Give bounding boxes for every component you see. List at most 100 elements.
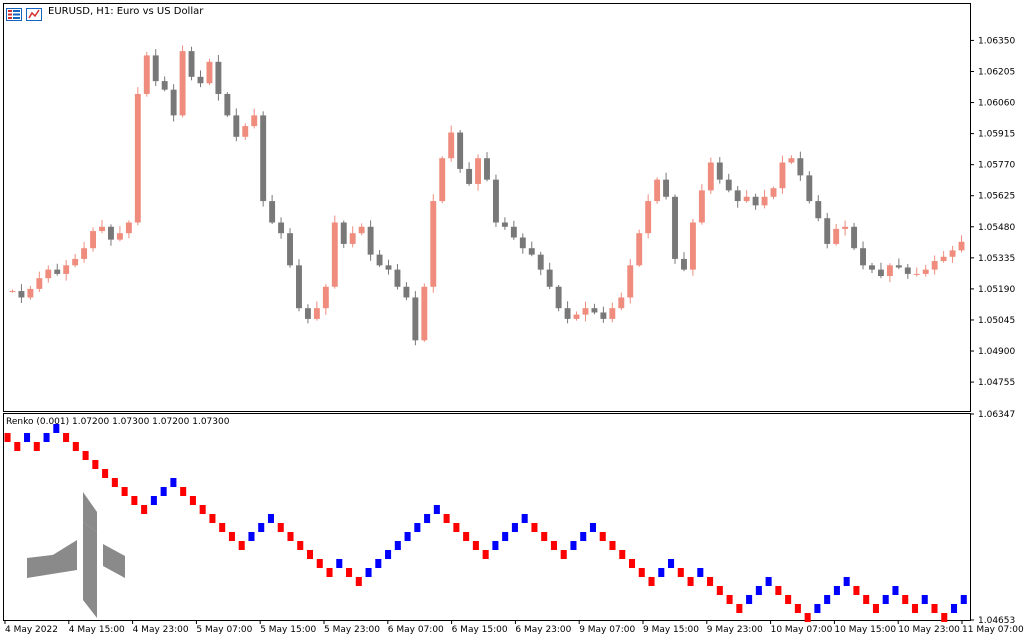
- bull-candle: [9, 291, 16, 293]
- renko-down-brick: [346, 568, 353, 577]
- renko-up-brick: [658, 568, 665, 577]
- renko-down-brick: [609, 541, 616, 550]
- y-tick-label: 1.05625: [978, 192, 1015, 202]
- renko-up-brick: [150, 496, 157, 505]
- renko-down-brick: [619, 550, 626, 559]
- bull-candle: [636, 233, 643, 266]
- bear-candle: [108, 226, 114, 240]
- bull-candle: [618, 297, 625, 309]
- renko-down-brick: [736, 604, 743, 613]
- renko-down-brick: [443, 514, 450, 523]
- renko-down-brick: [804, 613, 811, 622]
- renko-down-brick: [863, 595, 870, 604]
- bull-candle: [81, 248, 88, 259]
- renko-down-brick: [306, 550, 314, 559]
- renko-down-brick: [316, 559, 323, 568]
- renko-up-brick: [882, 595, 889, 604]
- bear-candle: [591, 308, 598, 313]
- renko-up-brick: [950, 604, 958, 613]
- renko-up-brick: [833, 586, 840, 595]
- chart-type-icon[interactable]: [26, 6, 42, 25]
- renko-up-brick: [433, 505, 440, 514]
- y-tick-label: 1.04900: [978, 347, 1015, 357]
- renko-down-brick: [92, 460, 99, 469]
- bear-candle: [904, 267, 911, 274]
- bear-candle: [170, 89, 177, 116]
- bear-candle: [681, 258, 687, 270]
- renko-down-brick: [199, 505, 206, 514]
- y-tick-label: 1.05190: [978, 285, 1015, 295]
- renko-down-brick: [326, 568, 333, 577]
- bull-candle: [45, 269, 52, 279]
- bull-candle: [430, 201, 437, 287]
- bear-candle: [54, 269, 61, 274]
- chart-title: EURUSD, H1: Euro vs US Dollar: [48, 6, 204, 17]
- bear-candle: [528, 248, 535, 255]
- bull-candle: [609, 308, 616, 319]
- bear-candle: [385, 265, 392, 270]
- bear-candle: [537, 254, 544, 270]
- renko-down-brick: [277, 523, 284, 532]
- bear-candle: [224, 93, 231, 116]
- bear-candle: [457, 132, 464, 169]
- renko-up-brick: [814, 604, 821, 613]
- bear-candle: [797, 158, 804, 176]
- renko-up-brick: [921, 595, 928, 604]
- renko-down-brick: [189, 496, 196, 505]
- renko-up-brick: [385, 550, 392, 559]
- list-icon[interactable]: [6, 6, 22, 25]
- y-tick-label: 1.05335: [978, 254, 1015, 264]
- bear-candle: [895, 265, 902, 268]
- renko-up-brick: [336, 559, 343, 568]
- x-tick-label: 6 May 23:00: [515, 625, 571, 635]
- bear-candle: [484, 158, 490, 180]
- renko-down-brick: [931, 604, 938, 613]
- bull-candle: [689, 222, 696, 270]
- bear-candle: [287, 233, 293, 266]
- main-chart-frame: [3, 3, 971, 412]
- x-tick-label: 11 May 07:00: [962, 625, 1024, 635]
- bear-candle: [394, 269, 401, 287]
- renko-down-brick: [72, 442, 79, 451]
- renko-down-brick: [541, 532, 548, 541]
- renko-up-brick: [160, 487, 167, 496]
- renko-down-brick: [238, 541, 245, 550]
- bull-candle: [573, 314, 580, 319]
- renko-up-brick: [267, 514, 275, 523]
- bear-candle: [600, 312, 607, 319]
- renko-up-brick: [668, 559, 675, 568]
- x-tick-label: 9 May 23:00: [707, 625, 763, 635]
- y-tick-label: 1.04755: [978, 378, 1015, 388]
- renko-down-brick: [287, 532, 294, 541]
- renko-up-brick: [570, 541, 577, 550]
- bull-candle: [913, 273, 920, 275]
- bull-candle: [206, 61, 213, 84]
- bull-candle: [358, 226, 365, 234]
- renko-down-brick: [853, 586, 860, 595]
- renko-y-tick-label: 1.04653: [978, 616, 1015, 626]
- y-tick-label: 1.06350: [978, 36, 1015, 46]
- renko-down-brick: [560, 550, 567, 559]
- bear-candle: [725, 179, 732, 191]
- bear-candle: [824, 218, 831, 244]
- x-tick-label: 9 May 07:00: [579, 625, 635, 635]
- bull-candle: [931, 261, 938, 270]
- x-tick-label: 5 May 15:00: [260, 625, 316, 635]
- y-tick-label: 1.05045: [978, 316, 1015, 326]
- renko-down-brick: [638, 568, 645, 577]
- renko-up-brick: [248, 532, 255, 541]
- bull-candle: [788, 158, 795, 163]
- renko-chart-frame: [3, 413, 971, 621]
- renko-down-brick: [785, 595, 792, 604]
- bear-candle: [716, 162, 723, 180]
- toolbar-icons: [6, 6, 42, 25]
- renko-up-brick: [424, 514, 431, 523]
- brand-logo: [27, 492, 125, 618]
- y-tick-label: 1.05480: [978, 223, 1015, 233]
- renko-up-brick: [960, 595, 967, 604]
- renko-down-brick: [472, 541, 479, 550]
- bear-candle: [197, 76, 204, 84]
- renko-down-brick: [141, 505, 148, 514]
- bear-candle: [269, 201, 276, 223]
